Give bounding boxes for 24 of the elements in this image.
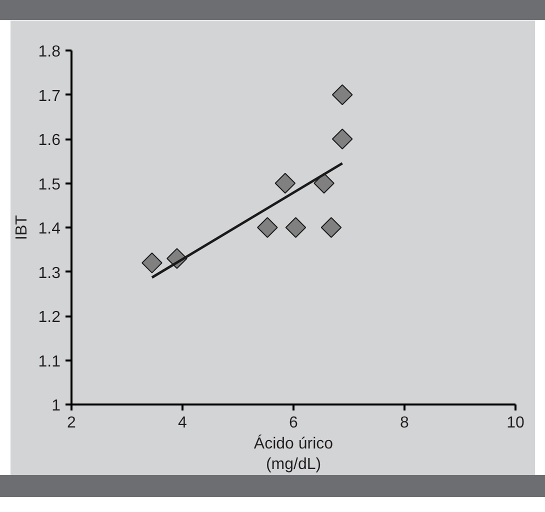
x-tick-label: 6	[289, 414, 298, 432]
point	[332, 84, 353, 106]
y-tick-label: 1.1	[38, 353, 61, 370]
y-tick-label: 1.6	[38, 132, 61, 149]
point	[320, 217, 342, 238]
x-tick-label: 8	[400, 414, 410, 432]
x-tick-label: 2	[67, 414, 76, 432]
y-tick-label: 1.7	[38, 88, 61, 105]
x-tick-label: 10	[506, 414, 524, 432]
y-tick-label: 1.4	[38, 220, 61, 238]
y-tick-label: 1	[52, 398, 61, 414]
point	[274, 172, 296, 194]
point	[314, 172, 334, 194]
y-tick-label: 1.5	[38, 176, 61, 194]
point	[332, 128, 353, 150]
point	[142, 252, 162, 274]
point	[285, 217, 306, 238]
y-tick-label: 1.3	[38, 264, 61, 282]
y-tick-label: 1.2	[38, 309, 61, 326]
y-axis-title: IBT	[13, 214, 30, 240]
y-tick-label: 1.8	[38, 44, 61, 60]
x-axis-title: Ácido úrico (mg/dL)	[254, 434, 334, 473]
point	[257, 217, 278, 238]
x-tick-label: 4	[178, 414, 188, 432]
